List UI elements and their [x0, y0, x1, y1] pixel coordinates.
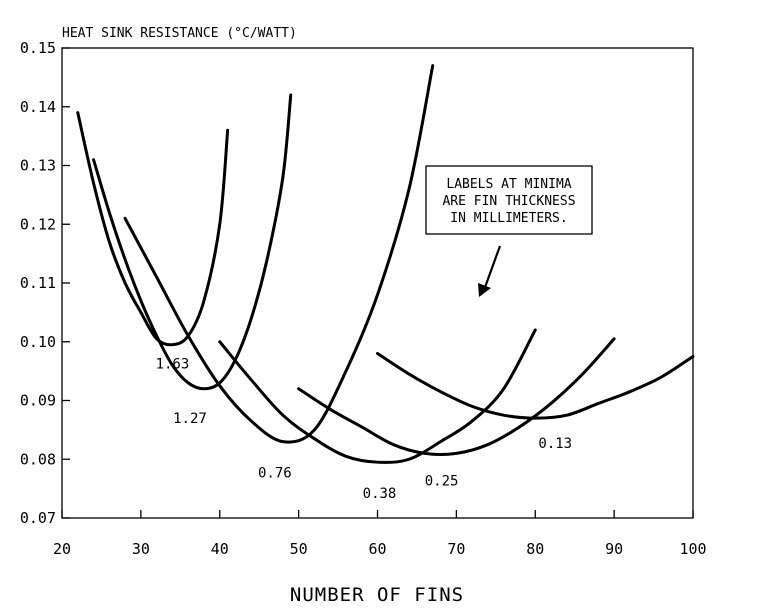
y-tick-label: 0.15 — [20, 39, 56, 57]
y-tick-label: 0.08 — [20, 450, 56, 468]
annotation-line-1: LABELS AT MINIMA — [446, 177, 571, 192]
y-tick-label: 0.13 — [20, 157, 56, 175]
fin-curve-0-13 — [376, 352, 695, 420]
x-tick-label: 30 — [132, 540, 150, 558]
y-axis-title: HEAT SINK RESISTANCE (°C/WATT) — [62, 26, 297, 41]
x-axis-title: NUMBER OF FINS — [290, 584, 464, 606]
fin-curve-0-76 — [123, 64, 435, 444]
fin-curve-1-63 — [76, 111, 230, 347]
x-tick-label: 60 — [368, 540, 386, 558]
minimum-label: 0.25 — [425, 473, 459, 489]
minimum-label: 0.38 — [363, 486, 397, 502]
minimum-label: 0.13 — [538, 436, 572, 452]
annotation-box: LABELS AT MINIMA ARE FIN THICKNESS IN MI… — [425, 165, 593, 235]
plot-frame — [61, 47, 694, 519]
y-tick-label: 0.09 — [20, 392, 56, 410]
fin-curve-0-38 — [218, 328, 537, 464]
minimum-label: 0.76 — [258, 466, 292, 482]
x-tick-label: 90 — [605, 540, 623, 558]
fin-curve-0-25 — [297, 337, 616, 456]
x-tick-label: 80 — [526, 540, 544, 558]
minimum-label: 1.63 — [156, 357, 190, 373]
y-tick-label: 0.12 — [20, 215, 56, 233]
y-tick-label: 0.14 — [20, 98, 56, 116]
x-tick-label: 70 — [447, 540, 465, 558]
y-tick-label: 0.11 — [20, 274, 56, 292]
y-tick-label: 0.10 — [20, 333, 56, 351]
x-tick-label: 50 — [290, 540, 308, 558]
annotation-arrow — [478, 245, 502, 297]
fin-curve-1-27 — [92, 93, 293, 391]
x-tick-label: 40 — [211, 540, 229, 558]
minimum-label: 1.27 — [173, 411, 207, 427]
y-tick-label: 0.07 — [20, 509, 56, 527]
annotation-line-2: ARE FIN THICKNESS — [442, 194, 575, 209]
annotation-line-3: IN MILLIMETERS. — [450, 211, 567, 226]
x-tick-label: 20 — [53, 540, 71, 558]
x-tick-label: 100 — [679, 540, 706, 558]
